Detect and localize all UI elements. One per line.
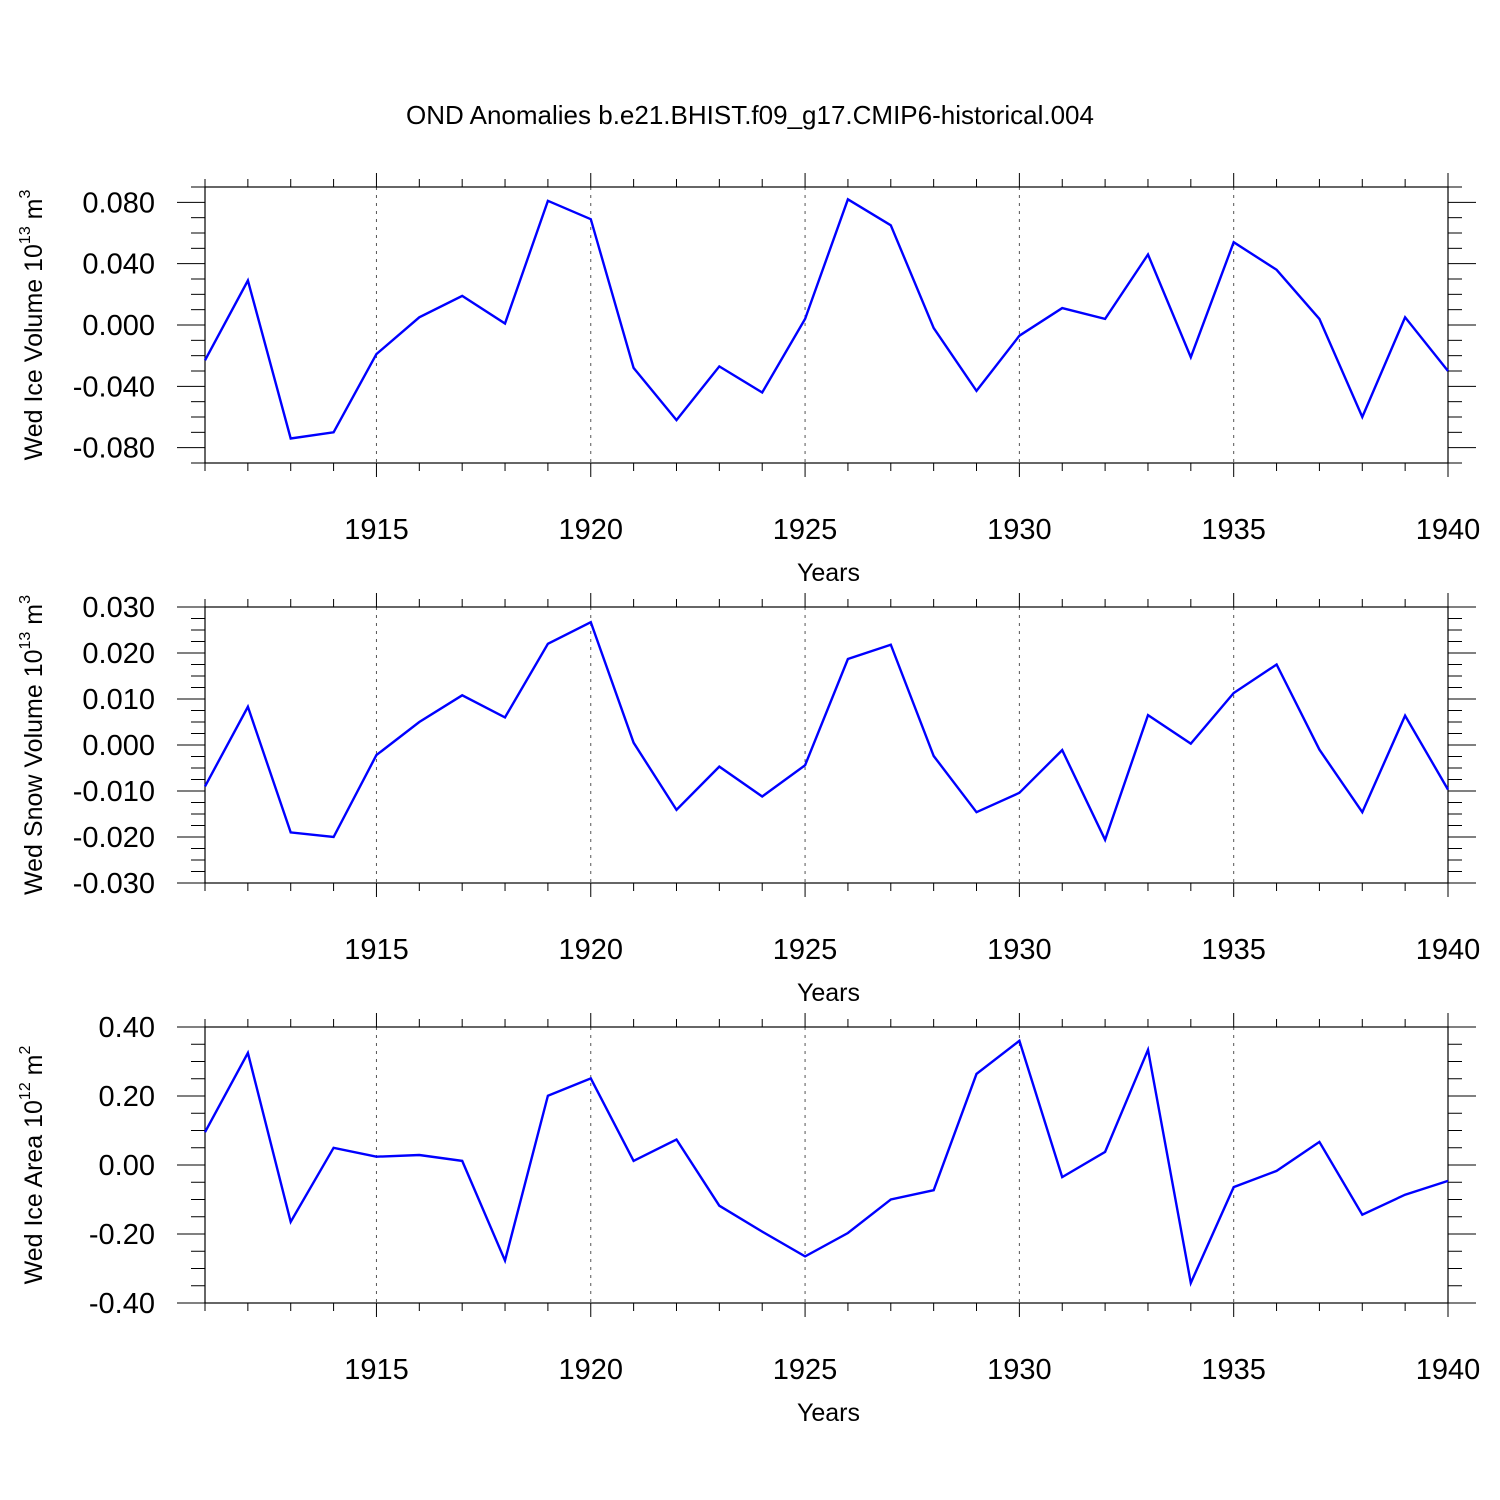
y-tick-label: 0.040 [82, 249, 155, 281]
y-tick-label: 0.010 [82, 684, 155, 716]
x-tick-label: 1935 [1201, 514, 1266, 546]
x-tick-label: 1930 [987, 514, 1052, 546]
y-axis-label: Wed Ice Volume 1013 m3 [17, 189, 48, 460]
x-tick-label: 1925 [773, 934, 838, 966]
plot-frame [204, 1026, 1449, 1304]
y-tick-label: 0.000 [82, 310, 155, 342]
y-tick-label: 0.080 [82, 187, 155, 219]
y-tick-label: 0.40 [99, 1012, 155, 1044]
x-tick-label: 1915 [344, 934, 409, 966]
y-tick-label: -0.080 [73, 433, 155, 465]
series-line [203, 620, 1450, 843]
y-tick-label: -0.010 [73, 776, 155, 808]
x-tick-label: 1935 [1201, 934, 1266, 966]
y-tick-label: 0.000 [82, 730, 155, 762]
plot-frame [204, 186, 1449, 464]
series-line [203, 1038, 1449, 1288]
x-tick-label: 1925 [773, 1354, 838, 1386]
x-tick-label: 1915 [344, 1354, 409, 1386]
x-tick-label: 1915 [344, 514, 409, 546]
panel-1: -0.080 -0.040 0.000 0.040 0.080 1915 1920 1925 1… [17, 173, 1480, 587]
y-axis-label: Wed Snow Volume 1013 m3 [17, 595, 48, 895]
x-axis-label: Years [797, 559, 860, 587]
chart-title: OND Anomalies b.e21.BHIST.f09_g17.CMIP6-… [406, 100, 1094, 130]
x-tick-label: 1925 [773, 514, 838, 546]
panel-2: -0.030 -0.020 -0.010 0.000 0.010 0.020 0.030 19… [17, 592, 1480, 1007]
y-tick-label: -0.40 [89, 1288, 155, 1320]
x-tick-label: 1930 [987, 1354, 1052, 1386]
y-axis-label: Wed Ice Area 1012 m2 [17, 1045, 48, 1284]
y-tick-label: 0.020 [82, 638, 155, 670]
x-tick-label: 1920 [559, 514, 624, 546]
y-tick-label: -0.020 [73, 822, 155, 854]
x-tick-label: 1920 [559, 1354, 624, 1386]
y-tick-label: -0.040 [73, 371, 155, 403]
x-axis-label: Years [797, 1399, 860, 1427]
panel-3: -0.40 -0.20 0.00 0.20 0.40 1915 1920 1925 1930 19… [17, 1012, 1480, 1427]
x-tick-label: 1940 [1416, 934, 1481, 966]
x-tick-label: 1940 [1416, 514, 1481, 546]
x-tick-label: 1920 [559, 934, 624, 966]
y-tick-label: -0.20 [89, 1219, 155, 1251]
y-tick-label: 0.00 [99, 1150, 155, 1182]
x-axis-label: Years [797, 979, 860, 1007]
x-tick-label: 1930 [987, 934, 1052, 966]
x-tick-label: 1940 [1416, 1354, 1481, 1386]
x-tick-label: 1935 [1201, 1354, 1266, 1386]
y-tick-label: -0.030 [73, 868, 155, 900]
y-tick-label: 0.20 [99, 1081, 155, 1113]
series-line [203, 197, 1449, 440]
y-tick-label: 0.030 [82, 592, 155, 624]
